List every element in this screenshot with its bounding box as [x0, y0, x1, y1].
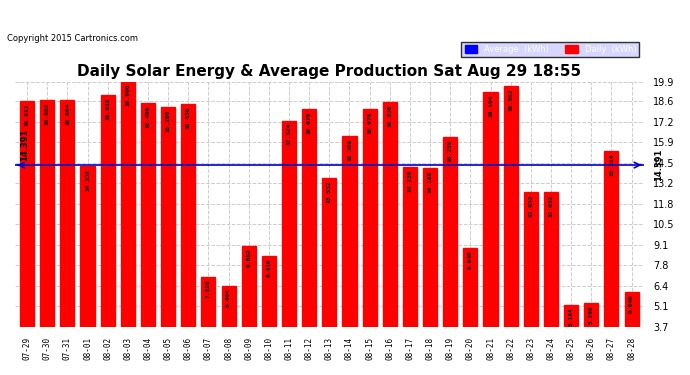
- Bar: [524, 192, 538, 375]
- Text: 14.188: 14.188: [428, 170, 433, 193]
- Bar: [221, 286, 235, 375]
- Bar: [604, 151, 618, 375]
- Legend: Average  (kWh), Daily  (kWh): Average (kWh), Daily (kWh): [461, 42, 640, 57]
- Bar: [463, 248, 477, 375]
- Bar: [40, 100, 55, 375]
- Text: 14.391: 14.391: [20, 128, 29, 160]
- Text: 19.582: 19.582: [508, 88, 513, 111]
- Text: 12.632: 12.632: [549, 194, 553, 216]
- Bar: [201, 277, 215, 375]
- Bar: [403, 167, 417, 375]
- Text: 7.020: 7.020: [206, 279, 211, 298]
- Bar: [423, 168, 437, 375]
- Text: 17.324: 17.324: [286, 123, 292, 146]
- Text: 16.256: 16.256: [448, 139, 453, 162]
- Bar: [564, 304, 578, 375]
- Text: 14.236: 14.236: [407, 170, 413, 192]
- Bar: [20, 101, 34, 375]
- Bar: [342, 136, 357, 375]
- Text: 19.016: 19.016: [105, 97, 110, 120]
- Bar: [322, 178, 337, 375]
- Bar: [241, 246, 256, 375]
- Text: 19.194: 19.194: [488, 94, 493, 117]
- Text: 14.391: 14.391: [653, 149, 662, 181]
- Bar: [141, 103, 155, 375]
- Bar: [544, 192, 558, 375]
- Text: 18.536: 18.536: [387, 105, 393, 127]
- Text: Copyright 2015 Cartronics.com: Copyright 2015 Cartronics.com: [7, 34, 138, 43]
- Bar: [101, 95, 115, 375]
- Text: 16.308: 16.308: [347, 138, 352, 161]
- Text: 5.184: 5.184: [569, 307, 573, 326]
- Text: 5.280: 5.280: [589, 306, 594, 324]
- Text: 8.410: 8.410: [266, 258, 271, 277]
- Text: 19.900: 19.900: [126, 84, 130, 106]
- Text: 6.046: 6.046: [629, 294, 634, 313]
- Text: 8.948: 8.948: [468, 250, 473, 268]
- Text: 15.314: 15.314: [609, 153, 614, 176]
- Bar: [504, 86, 518, 375]
- Text: 13.532: 13.532: [327, 180, 332, 203]
- Bar: [383, 102, 397, 375]
- Bar: [443, 137, 457, 375]
- Text: 14.338: 14.338: [85, 168, 90, 190]
- Text: 12.632: 12.632: [529, 194, 533, 216]
- Bar: [362, 109, 377, 375]
- Bar: [262, 256, 276, 375]
- Title: Daily Solar Energy & Average Production Sat Aug 29 18:55: Daily Solar Energy & Average Production …: [77, 64, 582, 79]
- Bar: [302, 109, 316, 375]
- Bar: [181, 104, 195, 375]
- Bar: [584, 303, 598, 375]
- Text: 18.682: 18.682: [45, 102, 50, 125]
- Bar: [60, 100, 75, 375]
- Text: 9.082: 9.082: [246, 248, 251, 267]
- Text: 18.496: 18.496: [146, 105, 150, 128]
- Bar: [161, 107, 175, 375]
- Text: 18.200: 18.200: [166, 110, 170, 132]
- Bar: [624, 292, 639, 375]
- Text: 18.076: 18.076: [306, 111, 312, 134]
- Bar: [121, 81, 135, 375]
- Text: 18.612: 18.612: [25, 104, 30, 126]
- Text: 18.436: 18.436: [186, 106, 190, 129]
- Bar: [282, 121, 296, 375]
- Text: 18.076: 18.076: [367, 111, 372, 134]
- Text: 6.404: 6.404: [226, 288, 231, 307]
- Text: 18.664: 18.664: [65, 103, 70, 125]
- Bar: [81, 166, 95, 375]
- Bar: [484, 92, 497, 375]
